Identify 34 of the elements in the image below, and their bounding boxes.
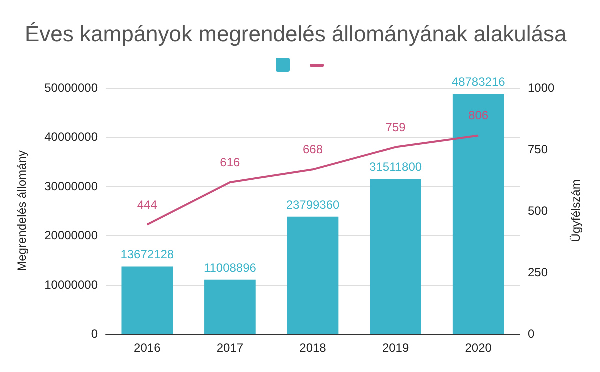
- data-label: 806: [468, 108, 489, 123]
- y2-tick-label: 500: [528, 204, 548, 218]
- data-label: 444: [137, 198, 158, 212]
- x-tick-label: 2016: [134, 341, 162, 355]
- y2-tick-label: 0: [528, 327, 535, 341]
- data-label: 23799360: [286, 198, 340, 212]
- x-tick-label: 2018: [300, 341, 327, 355]
- y-tick-label: 0: [91, 327, 98, 341]
- data-label: 759: [386, 120, 406, 134]
- data-label: 668: [302, 142, 324, 157]
- bar: [287, 216, 339, 334]
- chart-title: Éves kampányok megrendelés állományának alakulása: [25, 22, 568, 46]
- bar: [452, 94, 504, 334]
- y-tick-label: 20000000: [44, 228, 98, 243]
- x-tick-label: 2019: [382, 341, 410, 355]
- y-tick-label: 30000000: [44, 179, 98, 194]
- bar: [370, 178, 422, 334]
- x-tick-label: 2020: [465, 341, 492, 355]
- y2-tick-label: 750: [528, 142, 548, 156]
- y-tick-label: 10000000: [44, 278, 98, 292]
- data-label: 616: [220, 155, 241, 170]
- data-label: 31511800: [370, 160, 422, 174]
- x-tick-label: 2017: [216, 341, 244, 355]
- y2-tick-label: 1000: [528, 81, 556, 95]
- bar: [204, 280, 256, 334]
- data-label: 11008896: [204, 260, 257, 275]
- data-label: 13672128: [120, 248, 174, 262]
- bar: [122, 266, 174, 334]
- y2-axis-title: Ügyfélszám: [569, 180, 583, 242]
- y-axis-title: Megrendelés állomány: [15, 150, 29, 272]
- data-label: 48783216: [452, 74, 506, 89]
- y-tick-label: 40000000: [44, 130, 98, 144]
- y2-tick-label: 250: [528, 266, 548, 280]
- y-tick-label: 50000000: [44, 81, 98, 95]
